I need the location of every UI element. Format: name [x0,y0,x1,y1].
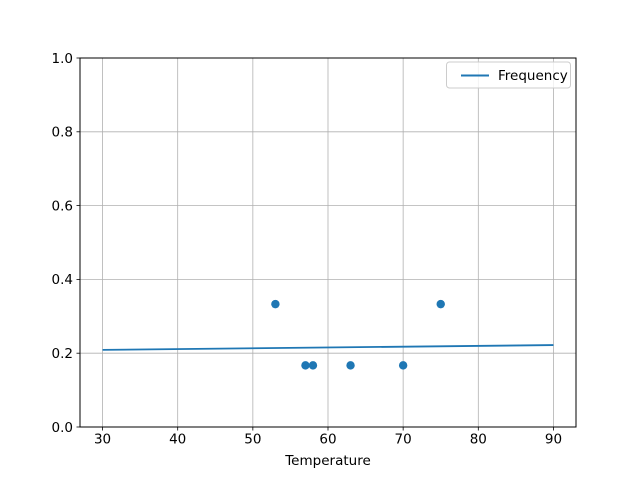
y-tick-label: 1.0 [52,51,73,67]
x-tick-label: 80 [470,432,487,448]
grid-lines [80,57,576,428]
x-tick-label: 90 [545,432,562,448]
x-axis: 30 40 50 60 70 80 90 [94,427,562,448]
series-line-frequency [102,344,554,351]
x-tick-label: 60 [319,432,336,448]
y-axis: 0.0 0.2 0.4 0.6 0.8 1.0 [52,51,80,436]
legend: Frequency [446,61,571,89]
scatter-point [398,361,408,370]
legend-label: Frequency [498,68,568,84]
scatter-point [301,361,310,370]
y-tick-label: 0.6 [52,198,73,214]
scatter-point [436,299,445,309]
x-tick-label: 40 [169,432,186,448]
y-tick-label: 0.2 [52,346,73,362]
y-tick-label: 0.4 [52,272,73,288]
x-tick-label: 30 [94,432,111,448]
scatter-point [271,299,280,309]
y-tick-label: 0.0 [52,420,73,436]
x-axis-label: Temperature [284,453,371,469]
x-tick-label: 50 [244,432,261,448]
scatter-point [346,361,355,370]
scatter-point [308,361,318,370]
y-tick-label: 0.8 [52,125,73,141]
data-series [102,299,554,370]
x-tick-label: 70 [395,432,412,448]
legend-box [446,61,571,89]
